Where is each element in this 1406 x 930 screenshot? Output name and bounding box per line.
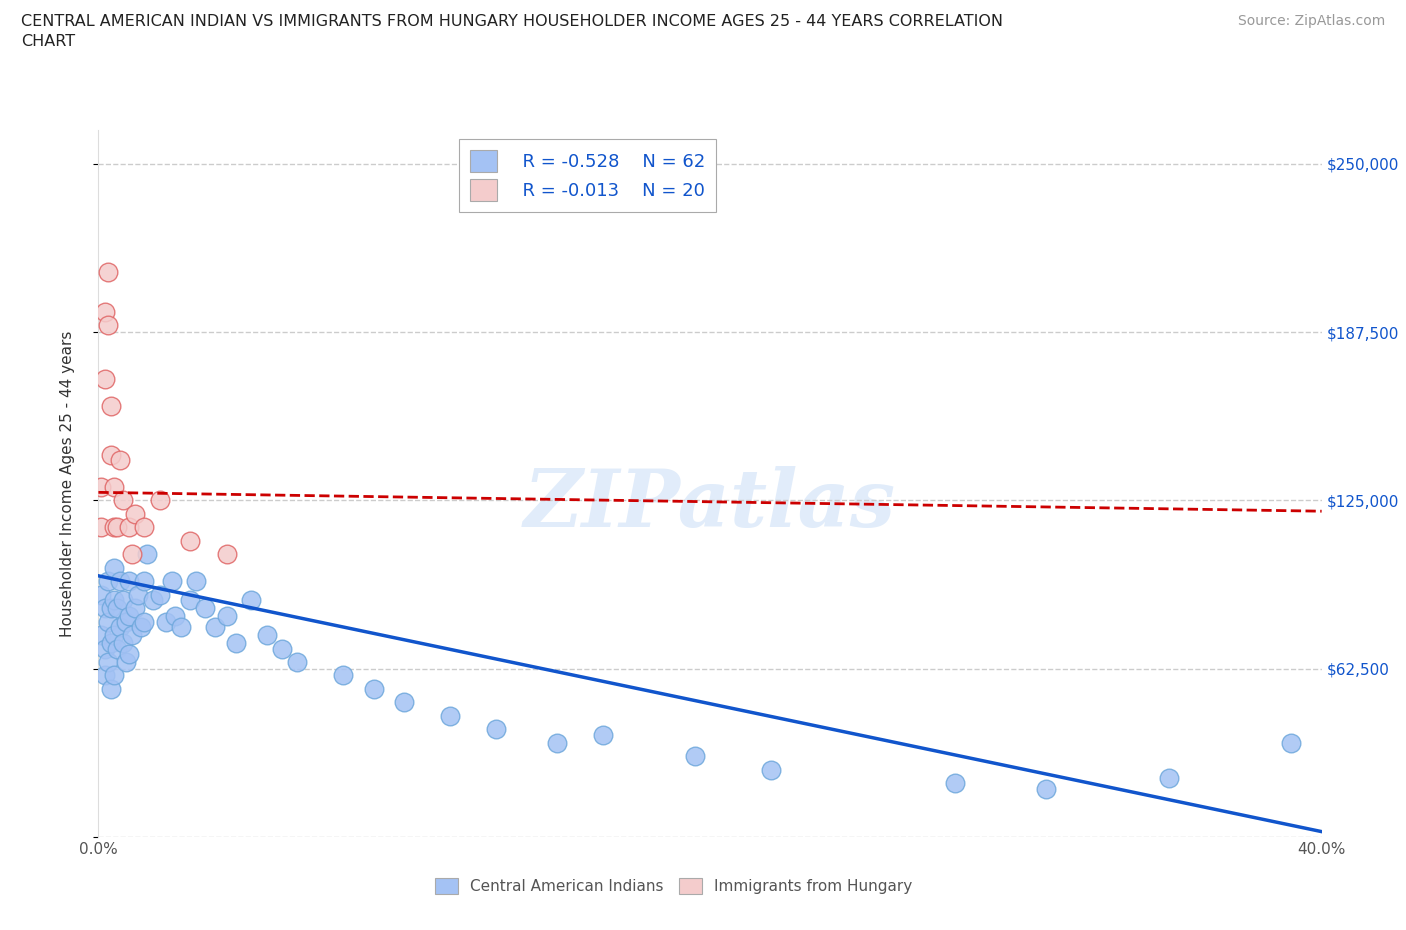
Point [111, 636, 134, 651]
Point [759, 763, 782, 777]
Legend: Central American Indians, Immigrants from Hungary: Central American Indians, Immigrants fro… [429, 871, 918, 900]
Point [105, 641, 128, 656]
Point [118, 574, 141, 589]
Point [215, 547, 238, 562]
Point [118, 520, 141, 535]
Point [103, 520, 125, 535]
Point [118, 609, 141, 624]
Point [142, 592, 165, 607]
Point [100, 682, 122, 697]
Point [93, 668, 115, 683]
Point [103, 480, 125, 495]
Point [149, 587, 172, 602]
Point [97, 318, 120, 333]
Point [97, 614, 120, 629]
Point [90, 520, 112, 535]
Point [332, 668, 354, 683]
Point [103, 668, 125, 683]
Point [124, 601, 146, 616]
Point [90, 480, 112, 495]
Point [204, 619, 226, 634]
Point [1279, 736, 1302, 751]
Point [225, 636, 247, 651]
Point [136, 547, 159, 562]
Point [115, 655, 138, 670]
Point [160, 574, 183, 589]
Point [392, 695, 416, 710]
Point [134, 520, 156, 535]
Point [592, 727, 614, 742]
Point [93, 304, 115, 319]
Point [127, 587, 149, 602]
Point [100, 447, 122, 462]
Point [683, 749, 706, 764]
Point [270, 641, 292, 656]
Point [100, 399, 122, 414]
Point [179, 592, 201, 607]
Point [215, 609, 238, 624]
Point [93, 372, 115, 387]
Point [155, 614, 177, 629]
Point [108, 453, 131, 468]
Point [363, 682, 385, 697]
Point [90, 628, 112, 643]
Point [546, 736, 568, 751]
Point [93, 601, 115, 616]
Y-axis label: Householder Income Ages 25 - 44 years: Householder Income Ages 25 - 44 years [60, 330, 75, 637]
Point [240, 592, 263, 607]
Point [1157, 770, 1180, 785]
Point [97, 264, 120, 279]
Point [108, 574, 131, 589]
Point [134, 614, 156, 629]
Point [149, 493, 172, 508]
Point [105, 601, 128, 616]
Point [439, 709, 461, 724]
Point [111, 493, 134, 508]
Point [179, 534, 201, 549]
Point [90, 587, 112, 602]
Point [163, 609, 186, 624]
Point [170, 619, 193, 634]
Point [111, 592, 134, 607]
Point [105, 520, 128, 535]
Point [100, 601, 122, 616]
Text: CHART: CHART [21, 34, 75, 49]
Text: ZIPatlas: ZIPatlas [524, 466, 896, 543]
Point [256, 628, 278, 643]
Point [121, 628, 143, 643]
Point [124, 507, 146, 522]
Point [93, 641, 115, 656]
Point [285, 655, 308, 670]
Point [97, 655, 120, 670]
Point [485, 722, 508, 737]
Text: CENTRAL AMERICAN INDIAN VS IMMIGRANTS FROM HUNGARY HOUSEHOLDER INCOME AGES 25 - : CENTRAL AMERICAN INDIAN VS IMMIGRANTS FR… [21, 14, 1002, 29]
Point [115, 614, 138, 629]
Point [943, 776, 966, 790]
Point [103, 592, 125, 607]
Point [103, 628, 125, 643]
Text: Source: ZipAtlas.com: Source: ZipAtlas.com [1237, 14, 1385, 28]
Point [103, 560, 125, 575]
Point [97, 574, 120, 589]
Point [100, 636, 122, 651]
Point [134, 574, 156, 589]
Point [129, 619, 152, 634]
Point [118, 646, 141, 661]
Point [108, 619, 131, 634]
Point [186, 574, 208, 589]
Point [194, 601, 217, 616]
Point [1035, 781, 1057, 796]
Point [121, 547, 143, 562]
